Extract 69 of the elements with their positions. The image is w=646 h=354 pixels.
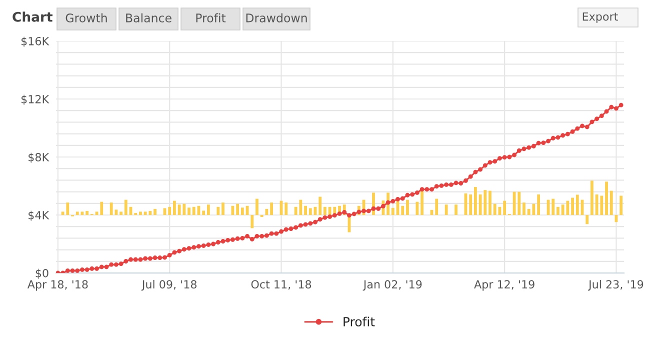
- bar: [469, 194, 472, 215]
- bar: [590, 180, 594, 215]
- bar: [154, 208, 156, 215]
- bar: [120, 212, 123, 215]
- bar: [444, 204, 448, 215]
- bar: [610, 190, 613, 215]
- text: Balance: [126, 13, 172, 22]
- bar: [216, 206, 220, 215]
- bar: [503, 200, 506, 215]
- bar: [435, 198, 438, 215]
- bar: [571, 198, 574, 215]
- y-tick-label: $12K: [21, 94, 50, 105]
- bar: [76, 212, 79, 215]
- bar: [308, 208, 312, 215]
- bar: [522, 202, 526, 215]
- bar: [493, 204, 496, 215]
- bar: [416, 202, 419, 215]
- bar: [192, 206, 196, 215]
- bar: [620, 196, 623, 215]
- bar: [265, 208, 268, 215]
- text: Growth: [66, 13, 107, 22]
- x-tick-label: Jul 09, '18: [141, 280, 197, 291]
- bar: [240, 208, 244, 215]
- text: Export: [582, 12, 618, 23]
- bar: [284, 202, 288, 215]
- bar: [605, 182, 608, 215]
- y-tick-label: $16K: [21, 36, 50, 47]
- bar: [80, 212, 84, 215]
- bar: [556, 206, 560, 215]
- legend-label: Profit: [344, 316, 375, 326]
- bar: [168, 206, 172, 215]
- bar: [576, 194, 579, 215]
- x-tick-label: Oct 11, '18: [251, 280, 312, 290]
- text: Drawdown: [246, 13, 307, 22]
- x-tick-label: Apr 12, '19: [474, 280, 534, 291]
- bar: [552, 198, 555, 215]
- bar: [95, 212, 98, 215]
- y-tick-label: $4K: [28, 210, 50, 221]
- bar: [124, 200, 128, 215]
- bar: [518, 192, 521, 215]
- bar: [206, 204, 210, 215]
- text: Profit: [196, 13, 226, 22]
- bar: [304, 206, 307, 215]
- y-tick-label: $0: [36, 268, 48, 279]
- bar: [454, 204, 458, 215]
- bar: [401, 206, 404, 215]
- x-tick-label: Jul 23, '19: [588, 280, 644, 291]
- bar: [202, 210, 206, 215]
- bar: [139, 212, 142, 215]
- chart-title: Chart: [12, 12, 52, 22]
- bar: [391, 208, 394, 215]
- bar: [100, 202, 104, 215]
- y-tick-label: $8K: [28, 152, 50, 163]
- bar: [537, 194, 540, 215]
- bar: [188, 208, 190, 215]
- bar: [250, 215, 254, 228]
- bar: [173, 200, 176, 215]
- bar: [406, 200, 409, 215]
- bar: [318, 196, 322, 215]
- bar: [474, 187, 477, 215]
- bar: [270, 202, 274, 215]
- bar: [236, 204, 240, 215]
- x-tick-label: Apr 18, '18: [27, 280, 88, 291]
- bar: [488, 190, 492, 215]
- bar: [586, 215, 589, 224]
- bar: [86, 210, 89, 215]
- bar: [256, 198, 258, 215]
- bar: [222, 202, 224, 215]
- x-tick-label: Jan 02, '19: [362, 280, 422, 291]
